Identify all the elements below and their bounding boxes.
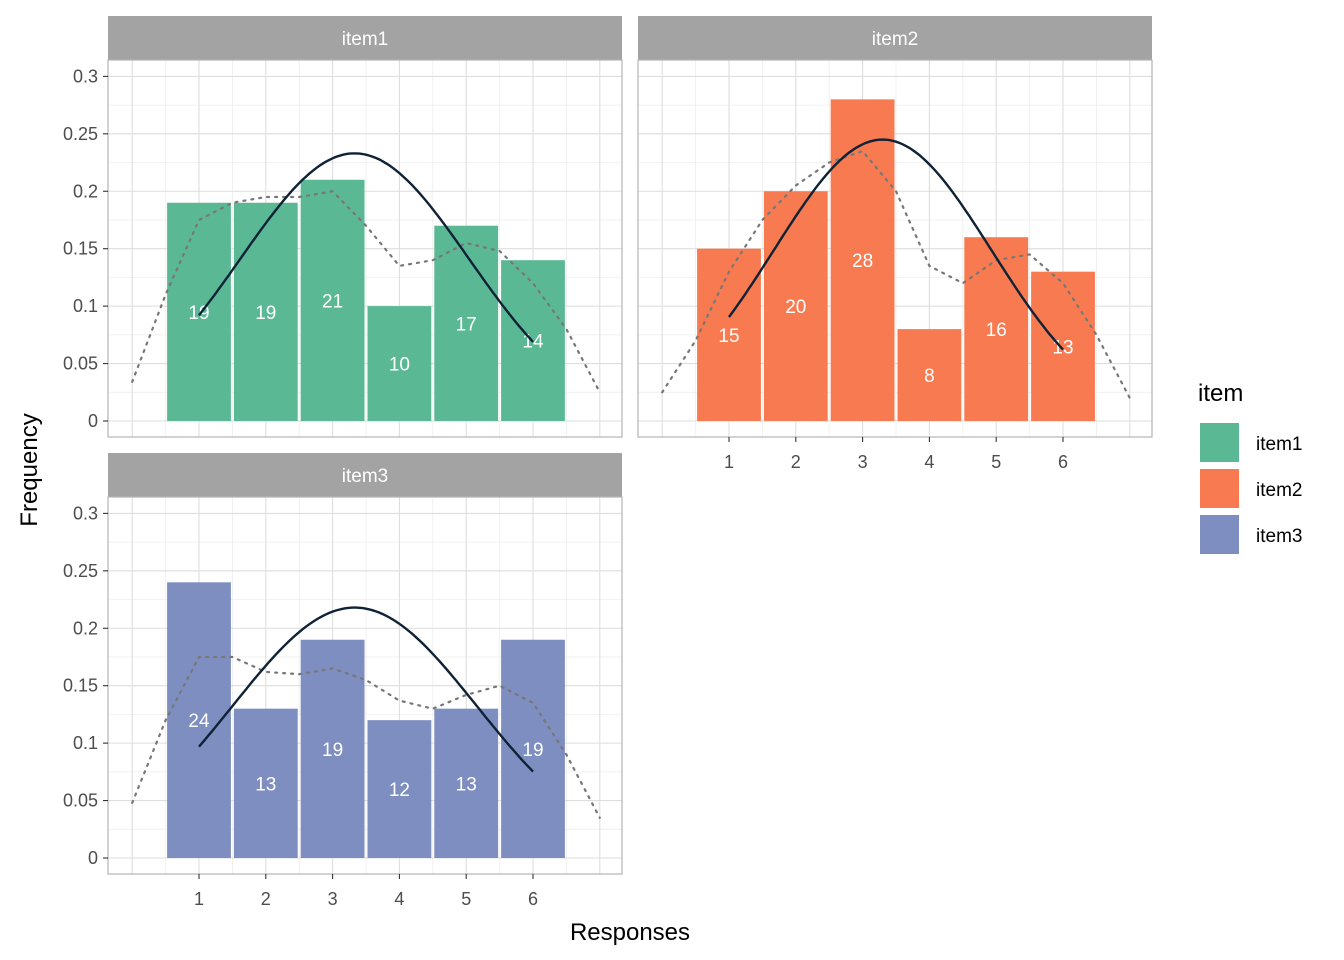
x-tick-label: 4 bbox=[394, 889, 404, 909]
density-curve bbox=[661, 149, 1131, 400]
bar-value-label: 19 bbox=[522, 740, 543, 761]
x-tick-label: 6 bbox=[528, 889, 538, 909]
bar-value-label: 28 bbox=[852, 251, 873, 272]
x-tick-label: 6 bbox=[1058, 452, 1068, 472]
bar-item2-5 bbox=[964, 237, 1029, 421]
legend-key-item2 bbox=[1200, 469, 1239, 508]
bar-item2-6 bbox=[1031, 271, 1095, 421]
bar-value-label: 17 bbox=[456, 314, 477, 335]
legend-key-item3 bbox=[1200, 515, 1239, 554]
density-curve bbox=[131, 190, 601, 394]
bar-value-label: 8 bbox=[924, 366, 935, 387]
y-tick-label: 0.25 bbox=[63, 561, 98, 581]
x-tick-label: 2 bbox=[261, 889, 271, 909]
y-tick-label: 0 bbox=[88, 411, 98, 431]
legend-label-item2: item2 bbox=[1256, 480, 1302, 501]
bar-item1-1 bbox=[167, 202, 231, 421]
bar-item2-2 bbox=[763, 191, 828, 421]
bar-value-label: 15 bbox=[718, 326, 739, 347]
y-tick-label: 0.05 bbox=[63, 791, 98, 811]
bar-value-label: 13 bbox=[255, 774, 276, 795]
bar-value-label: 24 bbox=[188, 711, 210, 732]
facet-strip bbox=[638, 16, 1152, 60]
facet-strip-label: item2 bbox=[872, 29, 918, 50]
bar-value-label: 20 bbox=[785, 297, 806, 318]
bar-item1-5 bbox=[434, 225, 499, 421]
bar-item3-4 bbox=[367, 720, 432, 858]
normal-curve bbox=[728, 138, 1064, 351]
y-tick-label: 0 bbox=[88, 848, 98, 868]
x-tick-label: 3 bbox=[858, 452, 868, 472]
bar-item2-3 bbox=[830, 99, 895, 421]
bar-value-label: 10 bbox=[389, 355, 410, 376]
bar-value-label: 16 bbox=[986, 320, 1007, 341]
facet-strip bbox=[108, 16, 622, 60]
x-tick-label: 2 bbox=[791, 452, 801, 472]
x-axis-title: Responses bbox=[570, 919, 690, 946]
bar-item1-4 bbox=[367, 306, 432, 421]
bar-value-label: 21 bbox=[322, 291, 343, 312]
bar-item1-3 bbox=[300, 179, 365, 421]
normal-curve bbox=[198, 152, 534, 343]
bar-value-label: 19 bbox=[255, 303, 276, 324]
bar-item1-2 bbox=[233, 202, 298, 421]
legend-title: item bbox=[1198, 380, 1243, 407]
bar-item3-5 bbox=[434, 708, 499, 858]
x-tick-label: 5 bbox=[461, 889, 471, 909]
y-tick-label: 0.3 bbox=[73, 66, 98, 86]
x-tick-label: 4 bbox=[924, 452, 934, 472]
bar-item2-4 bbox=[897, 329, 962, 421]
y-tick-label: 0.05 bbox=[63, 354, 98, 374]
bar-item2-1 bbox=[697, 248, 761, 421]
bar-value-label: 13 bbox=[456, 774, 477, 795]
panel-border bbox=[637, 59, 1153, 438]
x-tick-label: 1 bbox=[194, 889, 204, 909]
facet-strip-label: item3 bbox=[342, 466, 388, 487]
legend-label-item3: item3 bbox=[1256, 526, 1302, 547]
legend: item item1 item2 item3 bbox=[1198, 380, 1302, 554]
bar-value-label: 19 bbox=[322, 740, 343, 761]
y-tick-label: 0.15 bbox=[63, 239, 98, 259]
y-tick-label: 0.15 bbox=[63, 676, 98, 696]
y-tick-label: 0.2 bbox=[73, 181, 98, 201]
bar-value-label: 12 bbox=[389, 780, 410, 801]
normal-curve bbox=[198, 606, 534, 773]
y-tick-label: 0.1 bbox=[73, 296, 98, 316]
legend-key-item1 bbox=[1200, 423, 1239, 462]
y-tick-label: 0.1 bbox=[73, 733, 98, 753]
facet-strip-label: item1 bbox=[342, 29, 388, 50]
facet-strip bbox=[108, 453, 622, 497]
bar-item3-2 bbox=[233, 708, 298, 858]
x-tick-label: 5 bbox=[991, 452, 1001, 472]
x-tick-label: 3 bbox=[328, 889, 338, 909]
y-tick-label: 0.25 bbox=[63, 124, 98, 144]
legend-label-item1: item1 bbox=[1256, 434, 1302, 455]
x-tick-label: 1 bbox=[724, 452, 734, 472]
y-axis-title: Frequency bbox=[16, 413, 43, 526]
y-tick-label: 0.2 bbox=[73, 618, 98, 638]
y-tick-label: 0.3 bbox=[73, 503, 98, 523]
